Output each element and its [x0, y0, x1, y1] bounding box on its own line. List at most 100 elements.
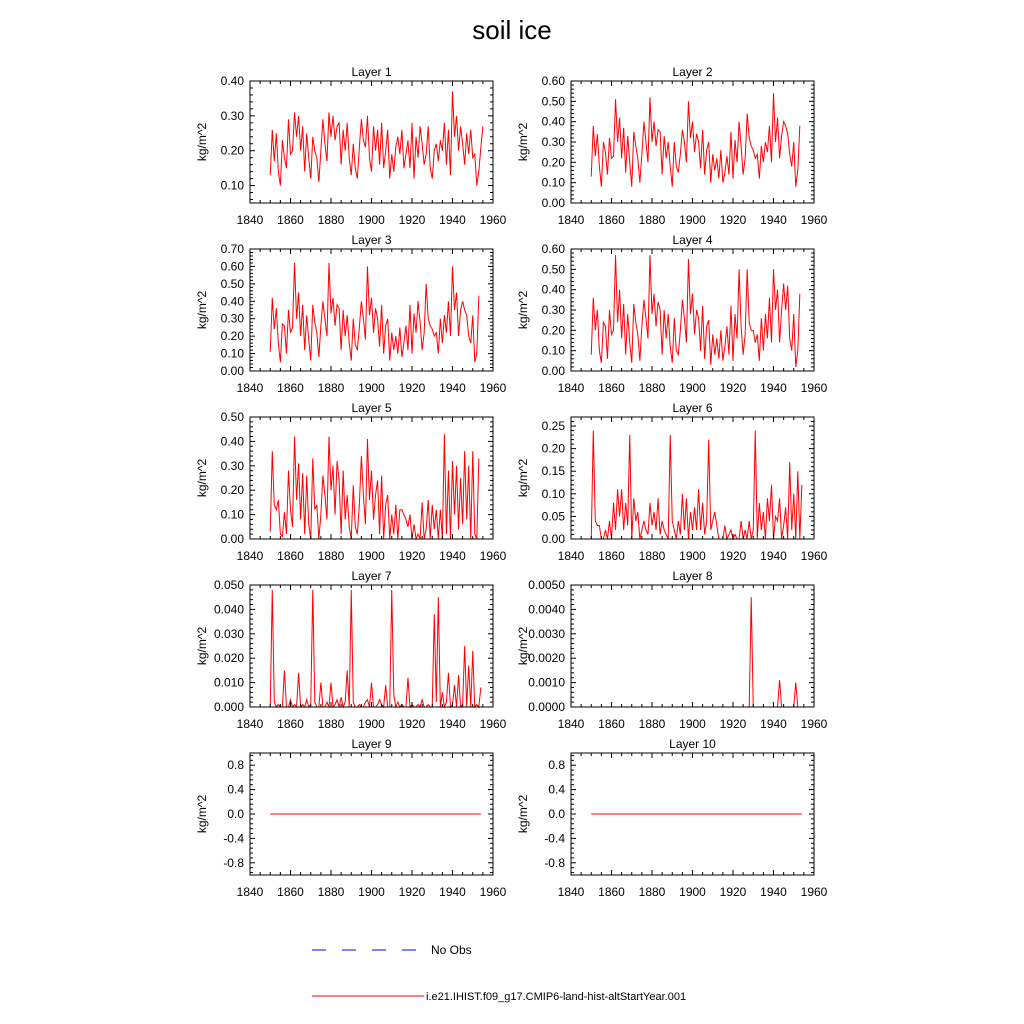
x-tick-label: 1900 [358, 549, 385, 563]
panel-layer-4: 1840 1860 1880 1900 1920 1940 1960 0.00 0.10 0.20… [516, 233, 828, 395]
y-tick-label: 0.10 [542, 487, 566, 501]
x-tick-label: 1920 [720, 381, 747, 395]
y-tick-label: 0.4 [548, 783, 565, 797]
x-tick-label: 1840 [237, 885, 264, 899]
y-axis-label: kg/m^2 [195, 123, 209, 162]
y-tick-label: 0.20 [542, 323, 566, 337]
legend: No Obs i.e21.IHIST.f09_g17.CMIP6-land-his… [312, 943, 686, 1003]
y-tick-label: 0.40 [542, 115, 566, 129]
x-tick-label: 1920 [399, 549, 426, 563]
panel-title: Layer 7 [351, 569, 391, 583]
x-tick-label: 1880 [318, 549, 345, 563]
x-tick-label: 1880 [318, 213, 345, 227]
y-tick-label: 0.8 [548, 758, 565, 772]
y-tick-label: 0.4 [227, 783, 244, 797]
x-tick-label: 1940 [439, 885, 466, 899]
y-tick-label: 0.20 [542, 155, 566, 169]
x-tick-label: 1860 [598, 381, 625, 395]
y-tick-label: 0.20 [221, 144, 245, 158]
y-tick-label: 0.20 [221, 483, 245, 497]
x-tick-label: 1840 [237, 717, 264, 731]
x-tick-label: 1960 [801, 381, 828, 395]
series-line [269, 434, 480, 541]
x-tick-label: 1860 [277, 549, 304, 563]
y-tick-label: 0.60 [542, 242, 566, 256]
y-tick-label: 0.8 [227, 758, 244, 772]
x-tick-label: 1860 [598, 213, 625, 227]
x-tick-label: 1840 [237, 213, 264, 227]
x-tick-label: 1900 [679, 549, 706, 563]
y-axis-label: kg/m^2 [516, 627, 530, 666]
x-tick-label: 1920 [399, 717, 426, 731]
x-tick-label: 1960 [480, 381, 507, 395]
y-tick-label: 0.40 [221, 434, 245, 448]
series-line [590, 430, 803, 541]
y-tick-label: 0.60 [221, 259, 245, 273]
y-tick-label: 0.50 [542, 262, 566, 276]
y-tick-label: -0.4 [223, 831, 244, 845]
x-tick-label: 1840 [237, 381, 264, 395]
panel-title: Layer 10 [669, 737, 716, 751]
panel-layer-2: 1840 1860 1880 1900 1920 1940 1960 0.00 0.10 0.20… [516, 65, 828, 227]
y-tick-label: 0.40 [542, 283, 566, 297]
series-line [269, 589, 482, 709]
x-tick-label: 1920 [720, 549, 747, 563]
y-tick-label: 0.15 [542, 464, 566, 478]
y-tick-label: 0.30 [221, 459, 245, 473]
x-tick-label: 1860 [598, 885, 625, 899]
panel-title: Layer 3 [351, 233, 391, 247]
x-tick-label: 1900 [679, 717, 706, 731]
x-tick-label: 1920 [399, 885, 426, 899]
y-tick-label: 0.70 [221, 242, 245, 256]
y-tick-label: 0.050 [214, 578, 244, 592]
y-tick-label: 0.020 [214, 651, 244, 665]
series-line [269, 91, 484, 186]
x-tick-label: 1860 [598, 549, 625, 563]
x-tick-label: 1940 [760, 717, 787, 731]
x-tick-label: 1900 [358, 381, 385, 395]
y-tick-label: 0.50 [221, 410, 245, 424]
y-tick-label: 0.0010 [528, 676, 565, 690]
x-tick-label: 1940 [760, 381, 787, 395]
x-tick-label: 1840 [558, 381, 585, 395]
x-tick-label: 1880 [639, 549, 666, 563]
x-tick-label: 1920 [720, 717, 747, 731]
x-tick-label: 1880 [318, 381, 345, 395]
y-tick-label: 0.30 [542, 135, 566, 149]
panel-title: Layer 5 [351, 401, 391, 415]
x-tick-label: 1960 [801, 213, 828, 227]
x-tick-label: 1840 [237, 549, 264, 563]
y-tick-label: 0.50 [221, 277, 245, 291]
panel-layer-6: 1840 1860 1880 1900 1920 1940 1960 0.00 0.05 0.10… [516, 401, 828, 563]
x-tick-label: 1900 [358, 717, 385, 731]
y-tick-label: 0.010 [214, 676, 244, 690]
y-axis-label: kg/m^2 [516, 795, 530, 834]
panel-layer-9: 1840 1860 1880 1900 1920 1940 1960 -0.8 -0.4 0.0 0… [195, 737, 507, 899]
x-tick-label: 1920 [399, 381, 426, 395]
y-axis-label: kg/m^2 [195, 627, 209, 666]
y-tick-label: 0.10 [542, 344, 566, 358]
y-tick-label: 0.10 [221, 508, 245, 522]
plot-frame [570, 584, 815, 708]
x-tick-label: 1960 [801, 549, 828, 563]
y-tick-label: 0.0040 [528, 602, 565, 616]
x-tick-label: 1860 [598, 717, 625, 731]
x-tick-label: 1940 [760, 549, 787, 563]
y-tick-label: 0.05 [542, 509, 566, 523]
y-tick-label: 0.10 [542, 176, 566, 190]
panel-title: Layer 2 [672, 65, 712, 79]
y-tick-label: 0.0 [227, 807, 244, 821]
x-tick-label: 1900 [679, 885, 706, 899]
y-tick-label: 0.0030 [528, 627, 565, 641]
panel-layer-8: 1840 1860 1880 1900 1920 1940 1960 0.0000 0.0010… [516, 569, 828, 731]
x-tick-label: 1960 [480, 549, 507, 563]
y-tick-label: 0.50 [542, 94, 566, 108]
page-title: soil ice [472, 15, 552, 45]
y-tick-label: 0.00 [542, 196, 566, 210]
series-line [591, 597, 802, 708]
x-tick-label: 1900 [358, 213, 385, 227]
x-tick-label: 1880 [318, 885, 345, 899]
x-tick-label: 1940 [439, 381, 466, 395]
x-tick-label: 1900 [358, 885, 385, 899]
